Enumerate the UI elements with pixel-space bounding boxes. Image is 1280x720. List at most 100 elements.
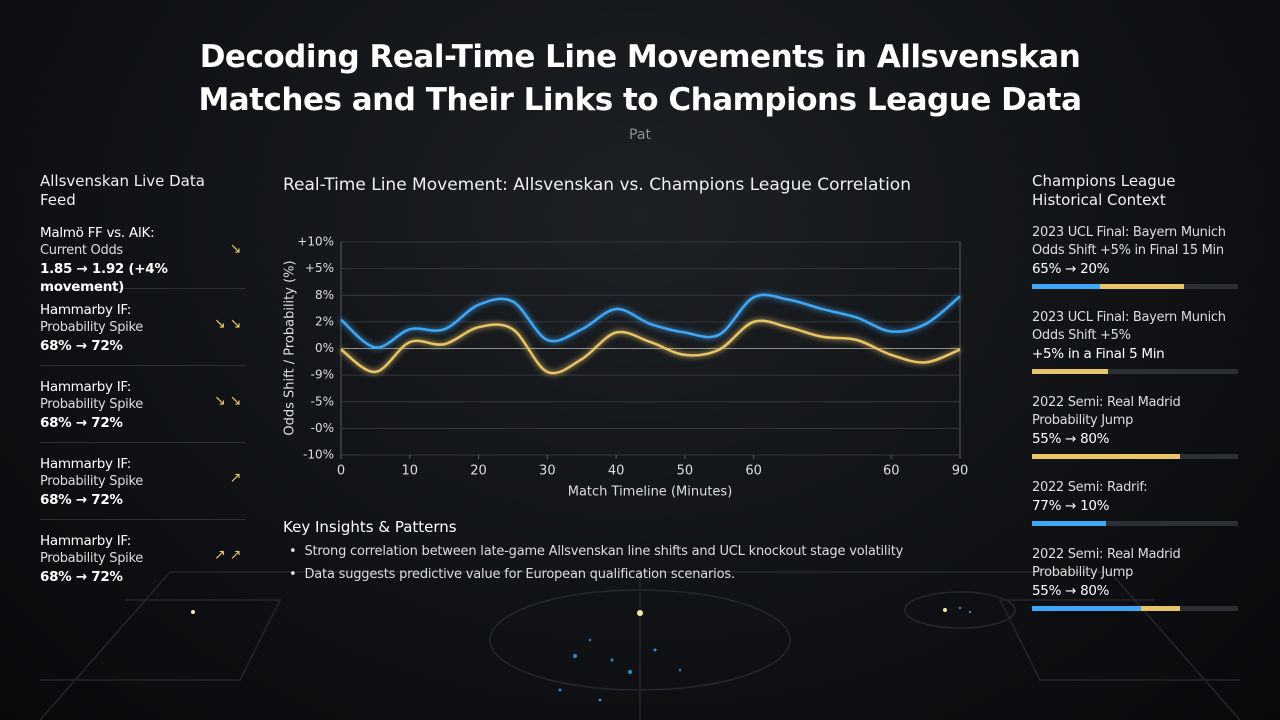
separator xyxy=(40,519,245,520)
trend-arrow: ↘ xyxy=(229,241,242,257)
title-line: Decoding Real-Time Line Movements in All… xyxy=(199,39,1081,75)
x-tick-label: 20 xyxy=(470,464,487,479)
insight-bullet: • Data suggests predictive value for Euro… xyxy=(283,567,963,582)
feed-value: 68% → 72% xyxy=(40,569,123,585)
context-line: 2022 Semi: Real Madrid xyxy=(1032,395,1181,410)
y-tick-label: 0% xyxy=(315,341,334,355)
feed-value: 68% → 72% xyxy=(40,492,123,508)
panel-title: Allsvenskan Live Data Feed xyxy=(40,172,205,209)
feed-item: Hammarby IF: Probability Spike 68% → 72% ↘ … xyxy=(40,378,245,436)
x-tick-label: 10 xyxy=(402,464,419,479)
context-line: 77% → 10% xyxy=(1032,498,1110,514)
x-tick-label: 60 xyxy=(883,464,900,479)
feed-value: 1.85 → 1.92 (+4% movement) xyxy=(40,261,168,295)
context-item: 2022 Semi: Radrif: 77% → 10% xyxy=(1032,479,1242,526)
title-line: Matches and Their Links to Champions Lea… xyxy=(198,82,1082,118)
feed-name: Hammarby IF: xyxy=(40,379,132,395)
feed-item: Hammarby IF: Probability Spike 68% → 72% ↘ … xyxy=(40,301,245,359)
y-tick-label: -10% xyxy=(303,448,334,462)
progress-segment xyxy=(1032,606,1142,611)
chart-title: Real-Time Line Movement: Allsvenskan vs.… xyxy=(283,175,911,195)
panel-title: Champions League Historical Context xyxy=(1032,172,1242,210)
progress-segment xyxy=(1032,284,1100,289)
insights: Key Insights & Patterns • Strong correlat… xyxy=(283,518,963,582)
progress-bar xyxy=(1032,369,1238,374)
feed-label: Probability Spike xyxy=(40,397,143,412)
insight-bullet: • Strong correlation between late-game Al… xyxy=(283,544,963,559)
context-line: Odds Shift +5% xyxy=(1032,328,1131,343)
feed-label: Probability Spike xyxy=(40,320,143,335)
feed-label: Current Odds xyxy=(40,243,123,258)
feed-name: Hammarby IF: xyxy=(40,533,132,549)
context-line: 2023 UCL Final: Bayern Munich xyxy=(1032,310,1226,325)
bullet-dot: • xyxy=(289,567,297,582)
context-line: 2023 UCL Final: Bayern Munich xyxy=(1032,225,1226,240)
trend-arrow: ↘ ↘ xyxy=(213,393,241,409)
context-line: Probability Jump xyxy=(1032,565,1134,580)
bullet-text: Strong correlation between late-game All… xyxy=(304,544,904,559)
context-item: 2023 UCL Final: Bayern Munich Odds Shift … xyxy=(1032,224,1242,289)
feed-item: Malmö FF vs. AIK: Current Odds 1.85 → 1.92… xyxy=(40,224,245,295)
y-tick-label: +10% xyxy=(297,235,334,249)
x-tick-label: 90 xyxy=(952,464,969,479)
y-axis-label: Odds Shift / Probability (%) xyxy=(283,260,298,435)
context-line: Probability Jump xyxy=(1032,413,1134,428)
feed-item: Hammarby IF: Probability Spike 68% → 72% ↗ … xyxy=(40,532,245,590)
context-item: 2023 UCL Final: Bayern Munich Odds Shift … xyxy=(1032,309,1242,374)
x-tick-label: 40 xyxy=(608,464,625,479)
y-tick-label: -0% xyxy=(311,421,334,435)
progress-segment xyxy=(1032,521,1107,526)
trend-arrow: ↗ xyxy=(229,470,242,486)
feed-label: Probability Spike xyxy=(40,551,143,566)
line-series xyxy=(340,293,961,349)
y-tick-label: -9% xyxy=(311,368,334,382)
progress-bar xyxy=(1032,521,1238,526)
insights-title: Key Insights & Patterns xyxy=(283,518,457,536)
progress-segment xyxy=(1032,454,1181,459)
progress-bar xyxy=(1032,606,1238,611)
title: Decoding Real-Time Line Movements in All… xyxy=(0,36,1280,122)
progress-segment xyxy=(1032,369,1109,374)
bullet-dot: • xyxy=(289,544,297,559)
bullet-text: Data suggests predictive value for Europ… xyxy=(304,567,735,582)
x-tick-label: 50 xyxy=(677,464,694,479)
progress-bar xyxy=(1032,284,1238,289)
progress-segment xyxy=(1099,284,1185,289)
y-tick-label: +5% xyxy=(305,261,334,275)
panel-title-line: Historical Context xyxy=(1032,191,1166,209)
context-item: 2022 Semi: Real Madrid Probability Jump 55… xyxy=(1032,394,1242,459)
feed-value: 68% → 72% xyxy=(40,415,123,431)
x-tick-label: 30 xyxy=(539,464,556,479)
progress-bar xyxy=(1032,454,1238,459)
x-tick-label: 60 xyxy=(745,464,762,479)
right-panel: Champions League Historical Context 2023… xyxy=(1032,172,1242,611)
context-line: 2022 Semi: Radrif: xyxy=(1032,480,1148,495)
feed-item: Hammarby IF: Probability Spike 68% → 72% ↗ xyxy=(40,455,245,513)
feed-name: Hammarby IF: xyxy=(40,302,132,318)
feed-label: Probability Spike xyxy=(40,474,143,489)
y-tick-label: 8% xyxy=(315,288,334,302)
left-panel: Allsvenskan Live Data Feed Malmö FF vs. … xyxy=(40,172,245,590)
separator xyxy=(40,288,245,289)
context-line: 55% → 80% xyxy=(1032,583,1110,599)
x-axis-label: Match Timeline (Minutes) xyxy=(568,485,733,500)
feed-name: Hammarby IF: xyxy=(40,456,132,472)
trend-arrow: ↗ ↗ xyxy=(213,547,241,563)
feed-value: 68% → 72% xyxy=(40,338,123,354)
feed-name: Malmö FF vs. AIK: xyxy=(40,225,155,241)
author: Pat xyxy=(629,127,651,143)
context-line: Odds Shift +5% in Final 15 Min xyxy=(1032,243,1224,258)
y-tick-label: -5% xyxy=(311,394,334,408)
progress-segment xyxy=(1141,606,1181,611)
x-tick-label: 0 xyxy=(337,464,345,479)
context-line: +5% in a Final 5 Min xyxy=(1032,346,1165,362)
context-item: 2022 Semi: Real Madrid Probability Jump 55… xyxy=(1032,546,1242,611)
line-series xyxy=(340,319,961,375)
trend-arrow: ↘ ↘ xyxy=(213,316,241,332)
y-tick-label: 2% xyxy=(315,314,334,328)
panel-title-line: Champions League xyxy=(1032,172,1176,190)
context-line: 2022 Semi: Real Madrid xyxy=(1032,547,1181,562)
chart: Real-Time Line Movement: Allsvenskan vs.… xyxy=(283,175,969,500)
context-line: 55% → 80% xyxy=(1032,431,1110,447)
